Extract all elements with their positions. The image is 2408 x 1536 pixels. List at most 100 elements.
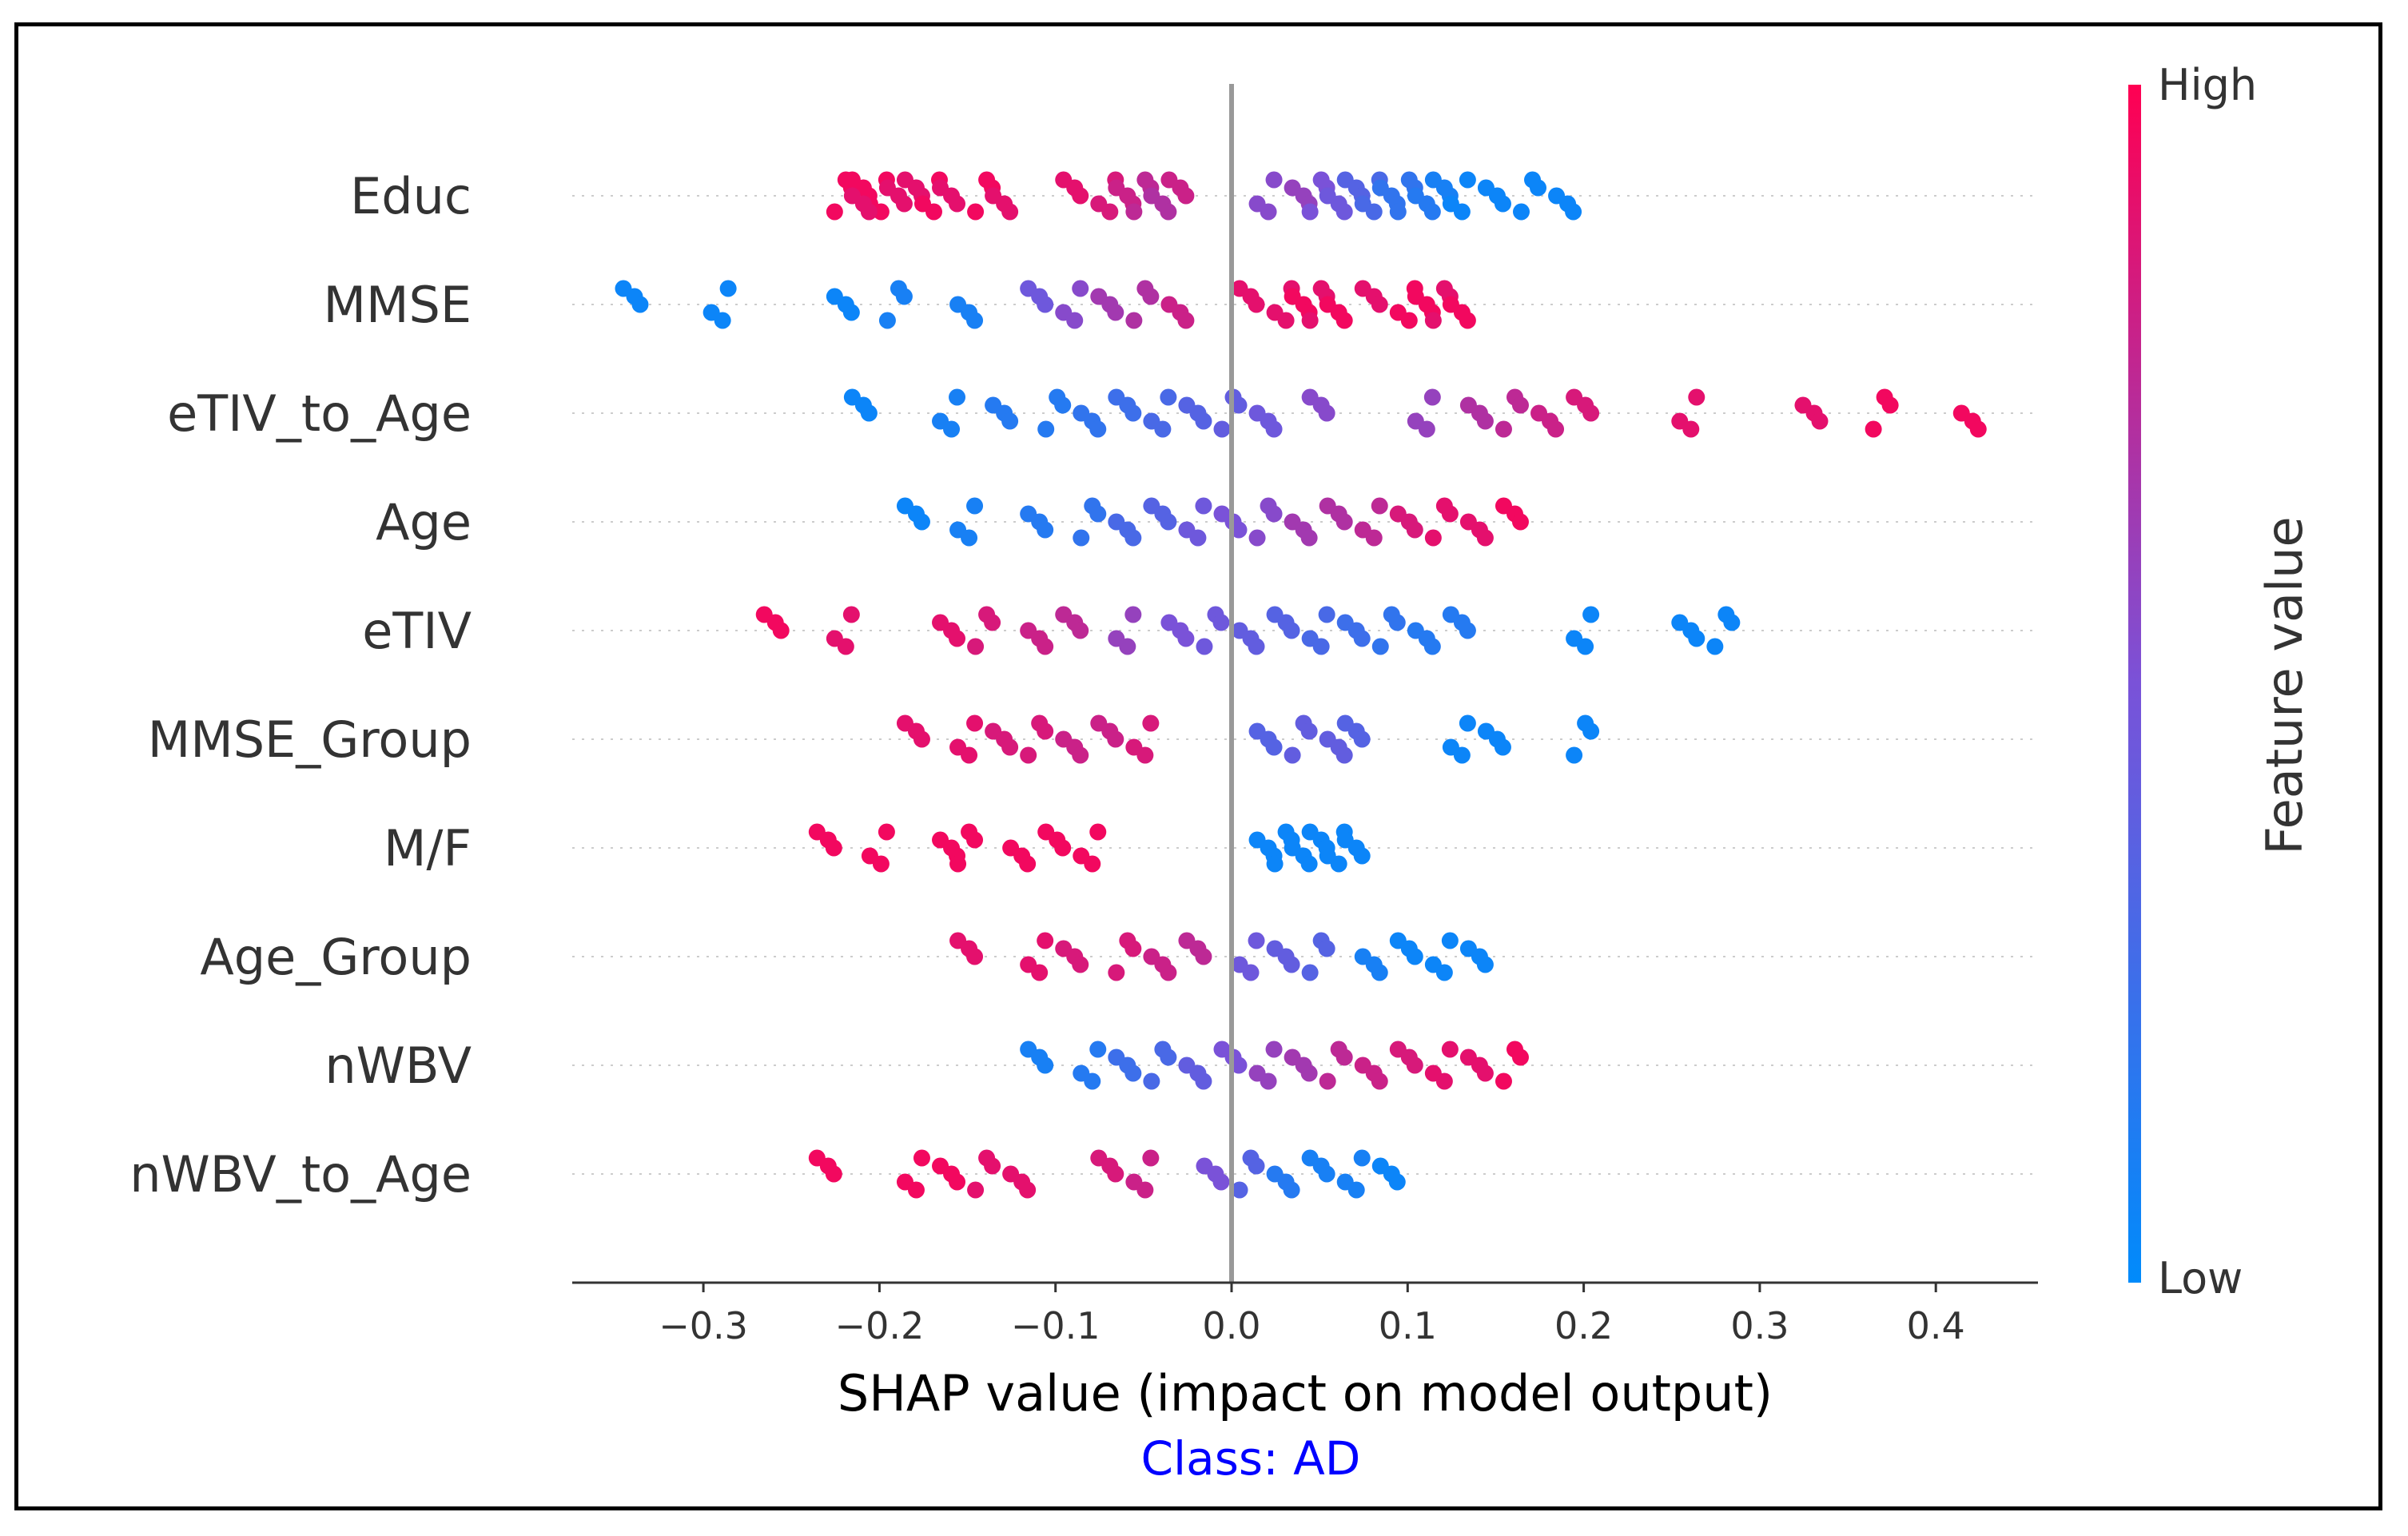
shap-point [913,1149,930,1167]
x-tick-label: 0.3 [1730,1304,1789,1347]
x-ticks: −0.3 −0.2 −0.1 0.0 0.1 0.2 0.3 0.4 [659,1283,1965,1347]
shap-point [1335,513,1353,531]
shap-point [1423,388,1441,406]
shap-point [1424,529,1442,547]
shap-point [878,312,896,329]
shap-point [1265,420,1283,438]
shap-point [1212,1173,1230,1191]
shap-point [1301,964,1319,981]
shap-point [1142,288,1160,305]
shap-point [1072,622,1089,639]
shap-point [1072,280,1089,297]
x-tick-label: 0.1 [1379,1304,1437,1347]
shap-point [966,948,984,965]
shap-point [842,304,860,321]
shap-points [615,171,1987,1199]
shap-point [1283,956,1300,973]
colorbar-low-label: Low [2158,1253,2243,1303]
shap-point [714,312,731,329]
shap-point [1160,388,1177,406]
x-tick-label: 0.2 [1554,1304,1613,1347]
shap-point [1353,730,1371,748]
shap-point [826,203,843,221]
shap-point [1037,722,1054,740]
shap-point [895,195,913,213]
shap-point [1037,1056,1054,1074]
shap-point [1318,1165,1335,1183]
shap-point [1124,940,1142,957]
shap-point [1160,203,1177,221]
shap-point [1124,404,1142,422]
shap-point [1353,1149,1371,1167]
shap-point [772,622,790,639]
shap-point [1476,529,1494,547]
x-tick-label: −0.2 [835,1304,925,1347]
shap-point [1037,296,1054,313]
shap-point [1423,203,1441,221]
shap-point [1406,948,1423,965]
shap-point [1283,1181,1300,1199]
shap-point [1865,420,1882,438]
shap-point [1441,932,1459,949]
shap-point [1511,396,1529,414]
shap-point [1688,630,1706,647]
shap-point [1072,956,1089,973]
colorbar-title: Feature value [2255,516,2314,854]
shap-point [1453,203,1471,221]
shap-point [1682,420,1700,438]
shap-point [1195,1072,1212,1090]
shap-point [1406,1056,1423,1074]
shap-point [1037,521,1054,539]
shap-point [1266,855,1284,873]
shap-point [1001,412,1019,430]
shap-point [966,714,984,732]
shap-point [1335,203,1353,221]
shap-point [1353,630,1371,647]
shap-point [1124,529,1142,547]
shap-point [1124,606,1142,623]
shap-point [1347,1181,1365,1199]
shap-point [1248,932,1265,949]
shap-point [1495,1072,1512,1090]
shap-point [1301,203,1319,221]
shap-point [1418,420,1435,438]
shap-point [1089,420,1107,438]
shap-point [1089,1041,1107,1058]
shap-point [1072,746,1089,764]
shap-point [1300,722,1318,740]
shap-point [949,195,966,213]
shap-point [1476,1064,1494,1082]
shap-point [1476,956,1494,973]
shap-point [1365,529,1383,547]
shap-point [1424,312,1442,329]
shap-point [1265,1041,1283,1058]
shap-point [1019,855,1037,873]
shap-point [1213,420,1231,438]
shap-point [1260,1072,1277,1090]
shap-point [1723,614,1741,631]
shap-point [1073,529,1090,547]
shap-point [1037,932,1054,949]
shap-point [1435,1072,1453,1090]
shap-point [1582,606,1600,623]
feature-label: nWBV [324,1037,472,1095]
feature-label: Age [376,493,472,551]
shap-point [1330,855,1347,873]
shap-point [1688,388,1706,406]
shap-point [1142,1149,1160,1167]
shap-point [1547,420,1565,438]
shap-point [1582,404,1600,422]
shap-point [1881,396,1899,414]
shap-point [1143,1072,1160,1090]
shap-point [1335,746,1353,764]
shap-point [1300,529,1318,547]
shap-point [1371,964,1388,981]
shap-point [1136,746,1154,764]
shap-point [1301,312,1319,329]
shap-point [1001,738,1019,756]
shap-point [1248,529,1266,547]
shap-point [1283,622,1300,639]
shap-point [1189,529,1207,547]
shap-point [1019,1181,1037,1199]
